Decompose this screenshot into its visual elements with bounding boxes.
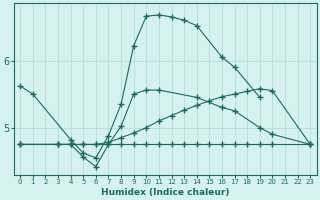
X-axis label: Humidex (Indice chaleur): Humidex (Indice chaleur) [101, 188, 229, 197]
